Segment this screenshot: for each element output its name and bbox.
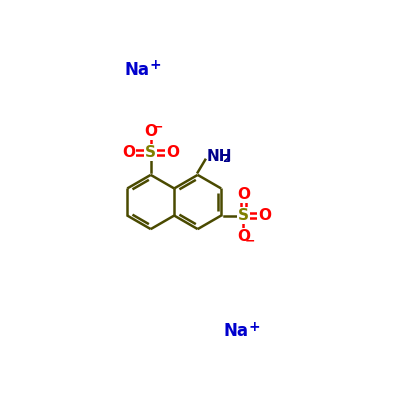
Text: O: O [144,124,157,139]
Text: O: O [237,229,250,244]
Text: −: − [245,235,255,248]
Text: −: − [152,120,163,133]
Text: Na: Na [125,60,150,78]
Text: O: O [122,145,135,160]
Text: S: S [145,145,156,160]
Text: O: O [237,187,250,202]
Text: S: S [238,208,249,223]
Text: +: + [248,320,260,334]
Text: O: O [166,145,180,160]
Text: NH: NH [207,149,232,164]
Text: 2: 2 [222,154,230,164]
Text: Na: Na [223,322,248,340]
Text: O: O [258,208,271,223]
Text: +: + [150,58,162,72]
